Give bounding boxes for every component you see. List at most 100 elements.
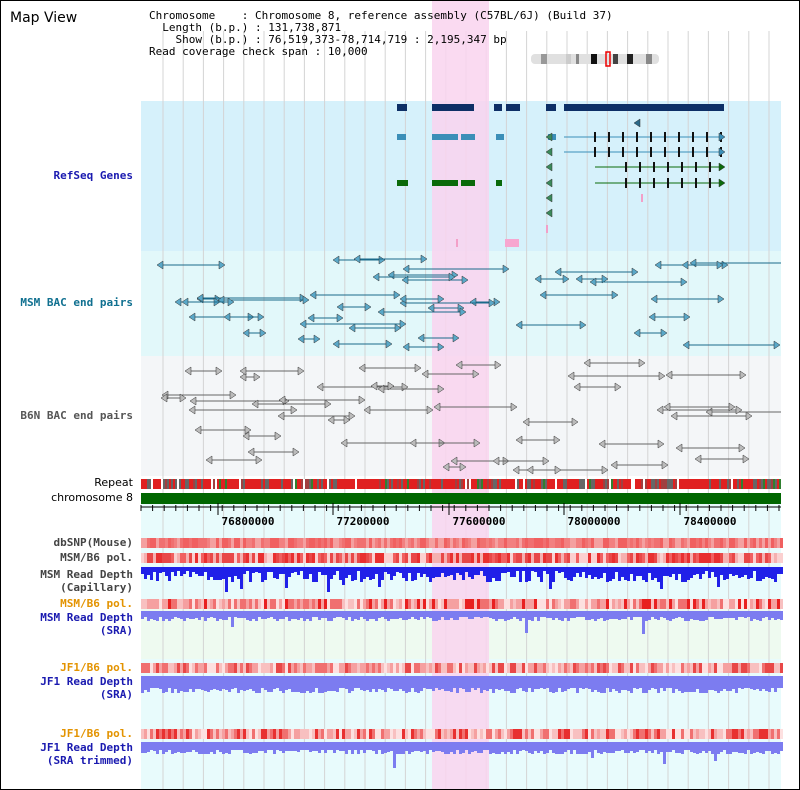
depth-bar xyxy=(558,611,561,620)
depth-bar xyxy=(573,676,576,688)
heat-cell xyxy=(558,599,561,609)
heat-cell xyxy=(612,663,615,673)
track-label-msm-b6-pol-1[interactable]: MSM/B6 pol. xyxy=(60,551,133,564)
repeat-segment xyxy=(495,479,497,489)
heat-cell xyxy=(375,553,378,563)
heat-cell xyxy=(372,599,375,609)
gene-exon xyxy=(681,178,683,188)
track-label-msm-b6-pol-2[interactable]: MSM/B6 pol. xyxy=(60,597,133,610)
heat-cell xyxy=(639,599,642,609)
repeat-segment xyxy=(351,479,353,489)
depth-bar xyxy=(555,676,558,692)
depth-bar xyxy=(765,567,768,577)
depth-bar xyxy=(768,611,771,620)
repeat-segment xyxy=(685,479,687,489)
track-label-dbsnp[interactable]: dbSNP(Mouse) xyxy=(53,536,133,549)
depth-bar xyxy=(627,611,630,617)
depth-bar xyxy=(600,676,603,693)
heat-cell xyxy=(159,538,162,548)
repeat-segment xyxy=(753,479,755,489)
depth-bar xyxy=(219,676,222,691)
track-label-b6n-bac[interactable]: B6N BAC end pairs xyxy=(20,409,133,422)
refseq-gene-features xyxy=(397,104,726,247)
heat-cell xyxy=(672,553,675,563)
heat-cell xyxy=(648,538,651,548)
repeat-segment xyxy=(379,479,381,489)
depth-bar xyxy=(156,742,159,754)
repeat-segment xyxy=(411,479,413,489)
track-label-jf1-b6-pol-1[interactable]: JF1/B6 pol. xyxy=(60,661,133,674)
depth-bar xyxy=(153,742,156,751)
repeat-segment xyxy=(517,479,519,489)
bac-end-right xyxy=(343,415,351,425)
depth-bar xyxy=(159,742,162,750)
depth-bar xyxy=(150,611,153,619)
heat-cell xyxy=(204,538,207,548)
depth-bar xyxy=(339,611,342,617)
depth-bar xyxy=(645,742,648,753)
heat-cell xyxy=(207,538,210,548)
bac-end-right xyxy=(358,395,366,405)
ideogram-band xyxy=(566,54,571,64)
repeat-segment xyxy=(197,479,199,489)
repeat-segment xyxy=(623,479,625,489)
depth-bar xyxy=(420,676,423,691)
track-label-jf1-b6-pol-2[interactable]: JF1/B6 pol. xyxy=(60,727,133,740)
heat-cell xyxy=(327,553,330,563)
depth-bar xyxy=(570,567,573,581)
depth-bar xyxy=(534,742,537,751)
heat-cell xyxy=(759,663,762,673)
depth-bar xyxy=(282,567,285,574)
heat-cell xyxy=(327,599,330,609)
heat-cell xyxy=(561,729,564,739)
depth-bar xyxy=(174,611,177,617)
depth-bar xyxy=(204,567,207,572)
track-label-refseq[interactable]: RefSeq Genes xyxy=(53,169,133,182)
repeat-segment xyxy=(621,479,623,489)
msm-bac-pairs xyxy=(156,254,781,352)
gene-strand-marker xyxy=(633,118,641,128)
bac-end-right xyxy=(313,334,321,344)
repeat-segment xyxy=(683,479,685,489)
chromosome-bar xyxy=(141,493,781,504)
heat-cell xyxy=(705,599,708,609)
heat-cell xyxy=(375,538,378,548)
depth-bar xyxy=(210,611,213,617)
heat-cell xyxy=(219,553,222,563)
heat-cell xyxy=(462,729,465,739)
heat-cell xyxy=(216,663,219,673)
repeat-segment xyxy=(705,479,707,489)
gene-exon xyxy=(636,132,638,142)
track-label-msm-depth-sra[interactable]: MSM Read Depth xyxy=(40,611,133,624)
heat-cell xyxy=(750,538,753,548)
heat-cell xyxy=(468,599,471,609)
heat-cell xyxy=(423,538,426,548)
depth-bar xyxy=(264,742,267,753)
depth-bar xyxy=(513,567,516,577)
depth-bar xyxy=(168,567,171,581)
depth-bar xyxy=(738,676,741,688)
heat-cell xyxy=(426,729,429,739)
depth-bar xyxy=(735,567,738,575)
track-label-jf1-depth-sra[interactable]: JF1 Read Depth xyxy=(40,675,133,688)
heat-cell xyxy=(651,538,654,548)
track-label-msm-depth-capillary[interactable]: MSM Read Depth xyxy=(40,568,133,581)
track-label-jf1-depth-trimmed[interactable]: JF1 Read Depth xyxy=(40,741,133,754)
depth-bar xyxy=(756,676,759,689)
depth-bar xyxy=(336,567,339,571)
depth-bar xyxy=(639,567,642,576)
repeat-segment xyxy=(287,479,289,489)
heat-cell xyxy=(291,663,294,673)
heat-cell xyxy=(681,538,684,548)
depth-bar xyxy=(744,567,747,575)
repeat-segment xyxy=(425,479,427,489)
depth-bar xyxy=(366,676,369,690)
heat-cell xyxy=(540,599,543,609)
track-label-msm-bac[interactable]: MSM BAC end pairs xyxy=(20,296,133,309)
heat-cell xyxy=(300,538,303,548)
track-label-repeat[interactable]: Repeat xyxy=(94,476,133,489)
heat-cell xyxy=(204,599,207,609)
heat-cell xyxy=(504,538,507,548)
heat-cell xyxy=(246,538,249,548)
